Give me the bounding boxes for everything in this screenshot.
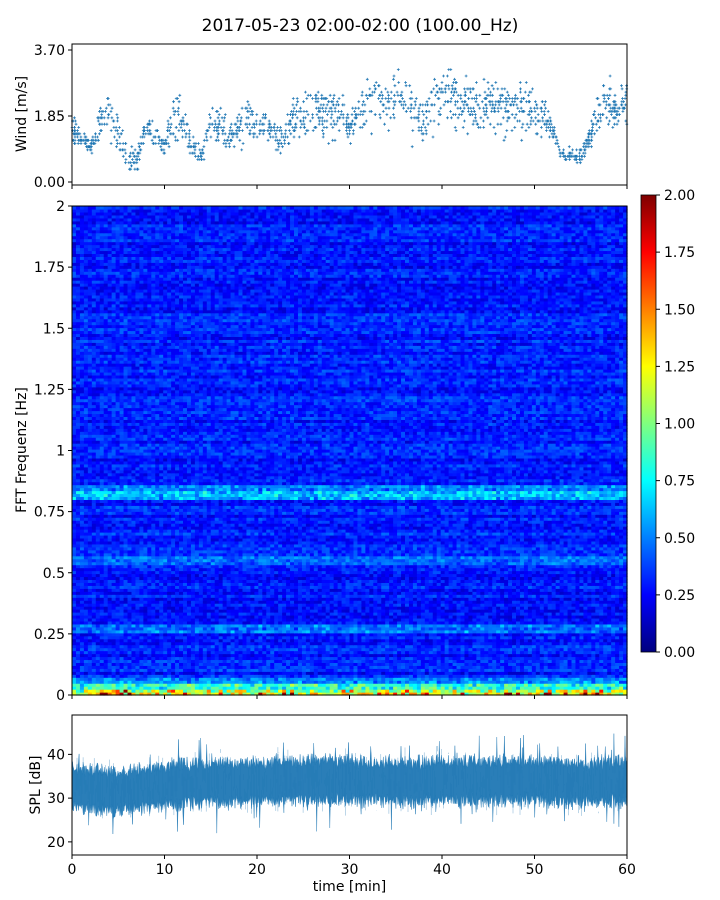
wind-markers xyxy=(71,68,629,170)
wind-data-markers xyxy=(71,68,629,170)
wind-ylabel: Wind [m/s] xyxy=(14,76,30,152)
figure-title: 2017-05-23 02:00-02:00 (100.00_Hz) xyxy=(202,16,519,36)
wind-ytick-label: 0.00 xyxy=(34,175,65,191)
wind-yticks: 0.00 1.85 3.70 xyxy=(34,43,72,191)
wind-ytick-label: 1.85 xyxy=(34,109,65,125)
wind-xticks xyxy=(72,185,627,189)
wind-ytick-label: 3.70 xyxy=(34,43,65,59)
spectrogram-cells xyxy=(72,206,628,696)
wind-panel: 0.00 1.85 3.70 Wind [m/s] xyxy=(14,43,628,191)
